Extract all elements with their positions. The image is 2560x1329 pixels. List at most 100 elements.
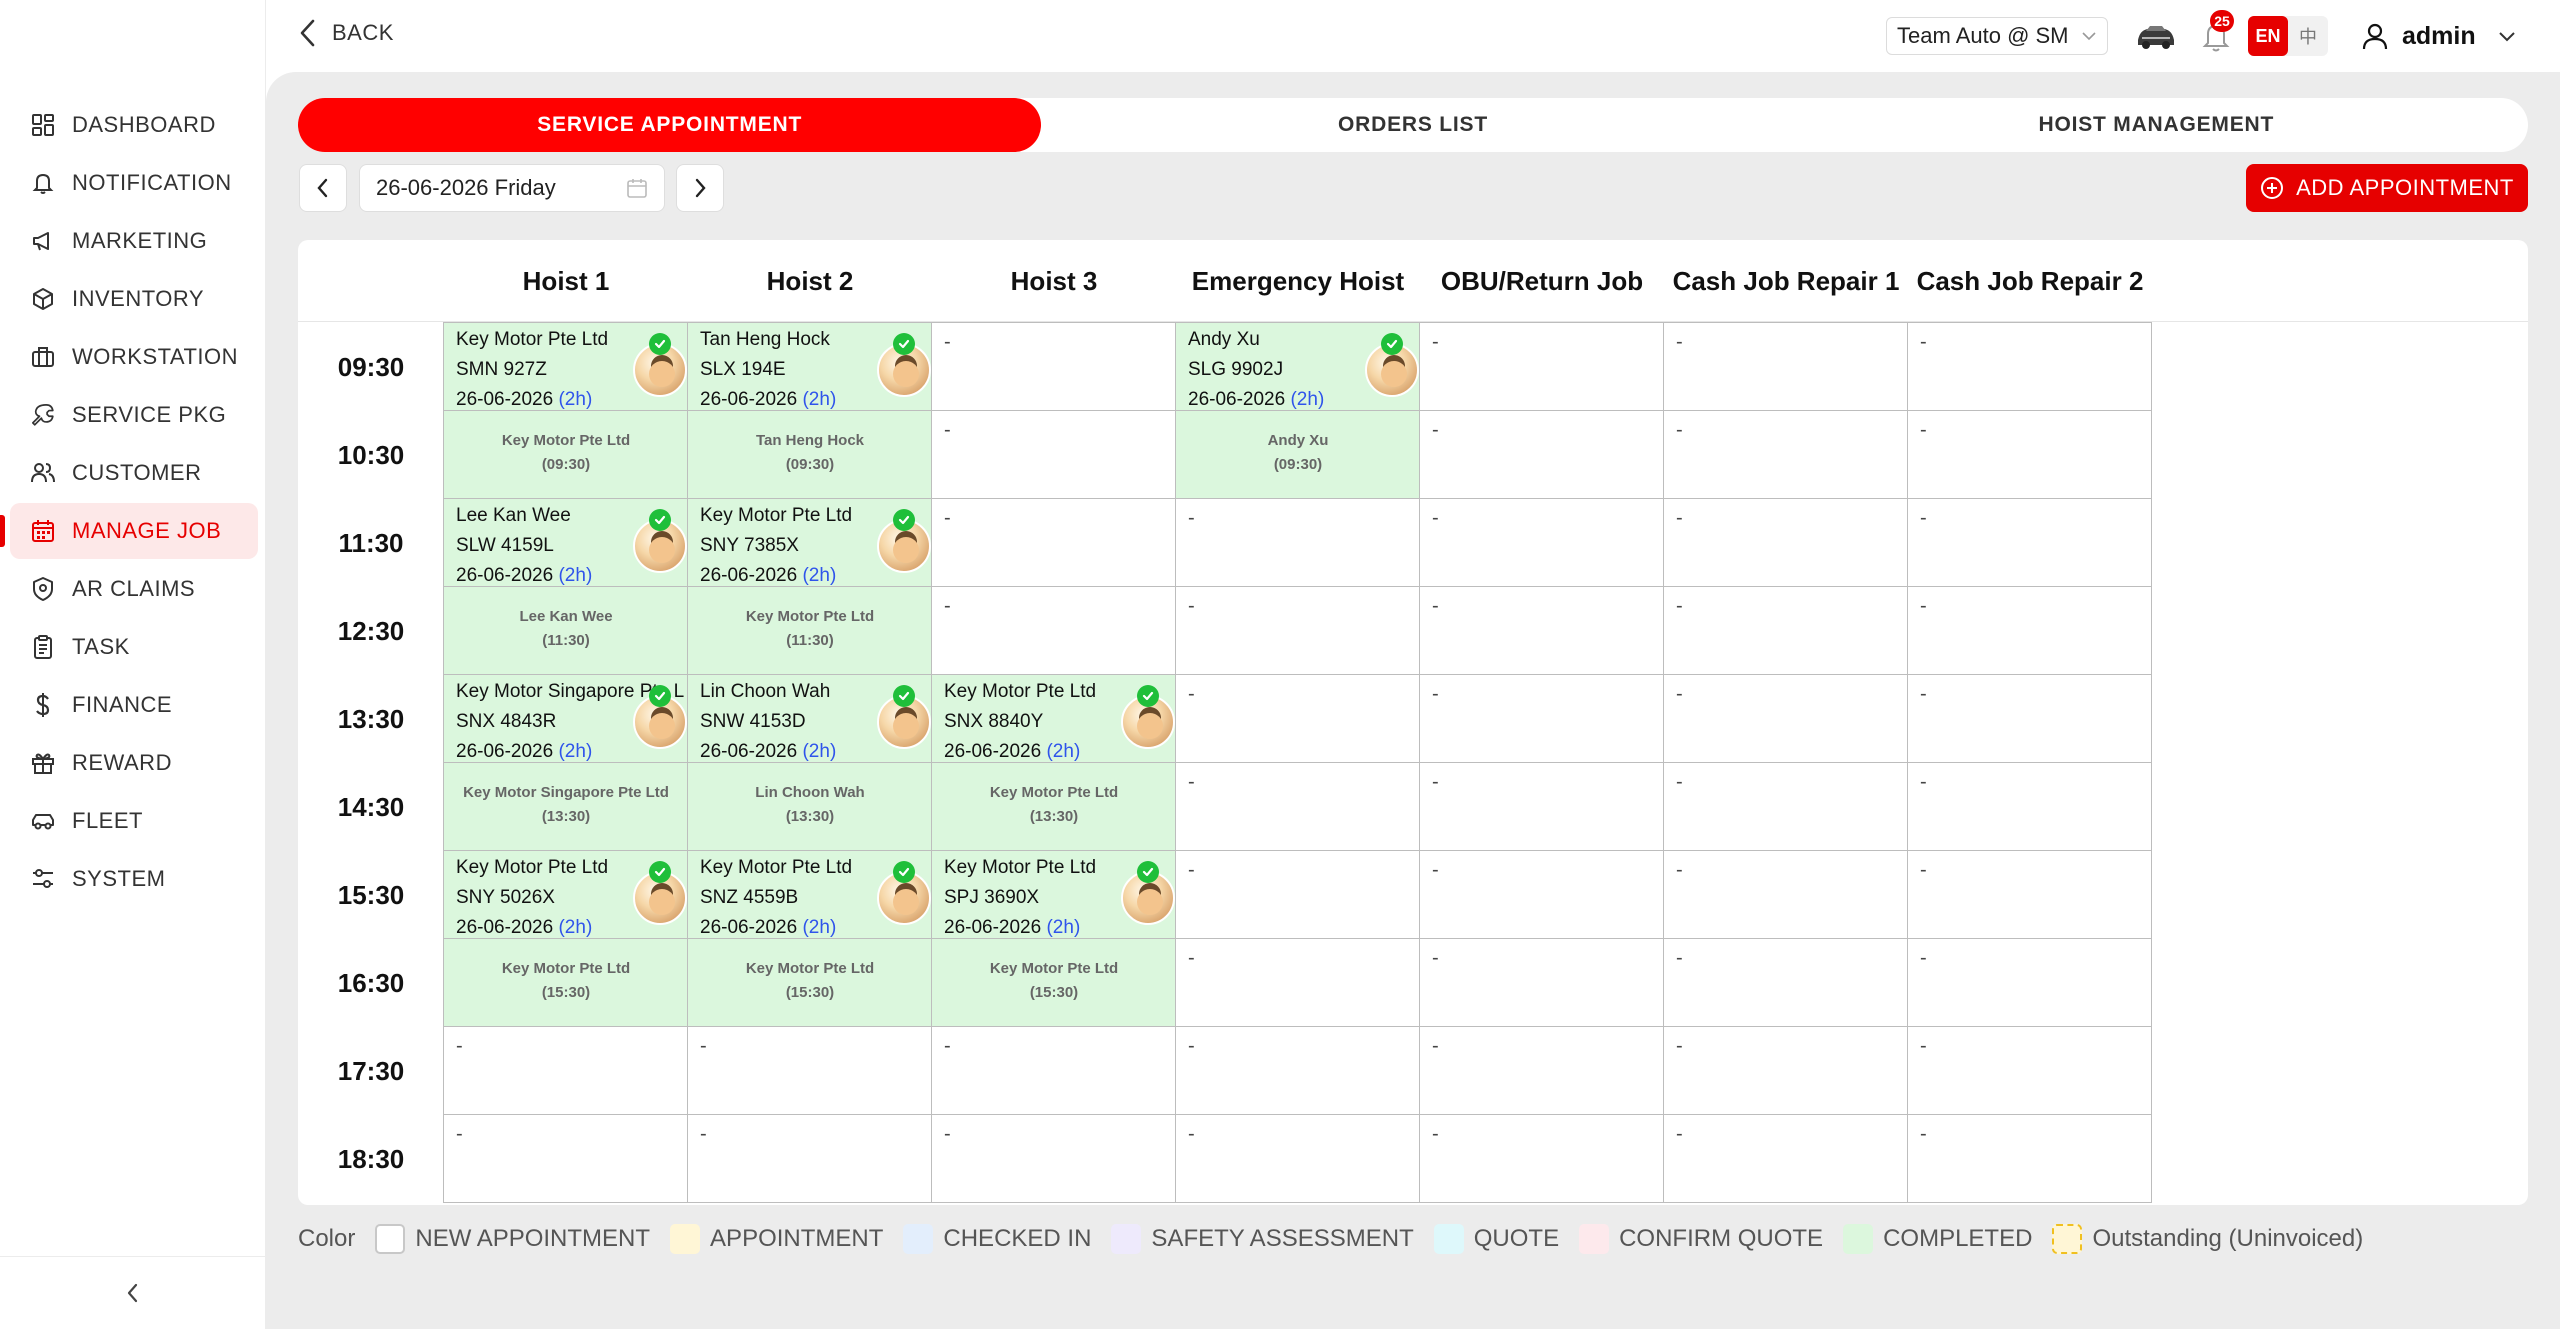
appointment-card[interactable]: Key Motor Pte Ltd SNZ 4559B 26-06-2026 (2h… [687,850,932,939]
appointment-continuation[interactable]: Key Motor Pte Ltd (09:30) [443,410,688,499]
empty-slot[interactable]: - [1907,674,2152,763]
appointment-card[interactable]: Key Motor Pte Ltd SNX 8840Y 26-06-2026 (2h… [931,674,1176,763]
empty-slot[interactable]: - [1419,1114,1664,1203]
empty-slot[interactable]: - [1419,410,1664,499]
sidebar-item-manage-job[interactable]: MANAGE JOB [0,503,258,559]
empty-slot[interactable]: - [1907,410,2152,499]
appointment-continuation[interactable]: Key Motor Pte Ltd (11:30) [687,586,932,675]
lang-zh-button[interactable]: 中 [2299,27,2317,47]
empty-slot[interactable]: - [1663,938,1908,1027]
appointment-card[interactable]: Andy Xu SLG 9902J 26-06-2026 (2h) [1175,322,1420,411]
appointment-continuation[interactable]: Key Motor Pte Ltd (15:30) [687,938,932,1027]
sidebar-item-workstation[interactable]: WORKSTATION [10,329,258,385]
empty-slot[interactable]: - [1663,850,1908,939]
empty-slot[interactable]: - [1419,674,1664,763]
empty-slot[interactable]: - [687,1114,932,1203]
empty-slot[interactable]: - [1907,1026,2152,1115]
date-picker[interactable]: 26-06-2026 Friday [359,164,665,212]
appointment-continuation[interactable]: Lin Choon Wah (13:30) [687,762,932,851]
empty-slot[interactable]: - [931,410,1176,499]
empty-slot[interactable]: - [931,586,1176,675]
empty-slot[interactable]: - [931,1026,1176,1115]
empty-slot[interactable]: - [443,1114,688,1203]
empty-slot[interactable]: - [687,1026,932,1115]
empty-slot[interactable]: - [1419,938,1664,1027]
appointment-continuation[interactable]: Key Motor Singapore Pte Ltd (13:30) [443,762,688,851]
lang-en-button[interactable]: EN [2248,16,2288,56]
sidebar-item-customer[interactable]: CUSTOMER [10,445,258,501]
sidebar-item-inventory[interactable]: INVENTORY [10,271,258,327]
appointment-card[interactable]: Key Motor Pte Ltd SNY 5026X 26-06-2026 (2h… [443,850,688,939]
tab-service-appointment[interactable]: SERVICE APPOINTMENT [298,98,1042,152]
empty-slot[interactable]: - [1663,674,1908,763]
appointment-date-line: 26-06-2026 (2h) [700,917,836,939]
add-appointment-button[interactable]: ADD APPOINTMENT [2246,164,2528,212]
empty-slot[interactable]: - [1907,850,2152,939]
branch-select[interactable]: Team Auto @ SM [1886,17,2108,55]
empty-slot[interactable]: - [1907,1114,2152,1203]
empty-slot[interactable]: - [1175,1026,1420,1115]
empty-slot[interactable]: - [1663,410,1908,499]
empty-slot[interactable]: - [1907,938,2152,1027]
empty-slot[interactable]: - [1663,762,1908,851]
empty-slot[interactable]: - [1175,938,1420,1027]
empty-slot[interactable]: - [1419,762,1664,851]
empty-slot[interactable]: - [1907,322,2152,411]
empty-slot[interactable]: - [931,1114,1176,1203]
empty-slot[interactable]: - [1907,586,2152,675]
empty-slot[interactable]: - [1175,1114,1420,1203]
back-button[interactable]: BACK [296,18,394,48]
empty-slot[interactable]: - [1419,586,1664,675]
appointment-continuation[interactable]: Key Motor Pte Ltd (15:30) [443,938,688,1027]
empty-slot[interactable]: - [1175,850,1420,939]
empty-slot[interactable]: - [1907,498,2152,587]
appointment-card[interactable]: Key Motor Singapore Pte Ltd SNX 4843R 26-0… [443,674,688,763]
appointment-continuation[interactable]: Key Motor Pte Ltd (15:30) [931,938,1176,1027]
appointment-card[interactable]: Tan Heng Hock SLX 194E 26-06-2026 (2h) [687,322,932,411]
appointment-customer: Key Motor Singapore Pte Ltd [456,681,684,702]
appointment-card[interactable]: Key Motor Pte Ltd SNY 7385X 26-06-2026 (2h… [687,498,932,587]
user-menu[interactable]: admin [2362,16,2516,56]
empty-slot[interactable]: - [1419,1026,1664,1115]
empty-slot[interactable]: - [1419,498,1664,587]
appointment-card[interactable]: Lee Kan Wee SLW 4159L 26-06-2026 (2h) [443,498,688,587]
empty-slot[interactable]: - [443,1026,688,1115]
empty-slot[interactable]: - [1663,1026,1908,1115]
appointment-continuation[interactable]: Tan Heng Hock (09:30) [687,410,932,499]
tab-orders-list[interactable]: ORDERS LIST [1338,113,1488,136]
appointment-continuation[interactable]: Lee Kan Wee (11:30) [443,586,688,675]
empty-slot[interactable]: - [1175,586,1420,675]
sidebar-item-fleet[interactable]: FLEET [10,793,258,849]
sidebar-item-task[interactable]: TASK [10,619,258,675]
sidebar-collapse-button[interactable] [0,1256,266,1329]
appointment-card[interactable]: Lin Choon Wah SNW 4153D 26-06-2026 (2h) [687,674,932,763]
empty-slot[interactable]: - [1663,498,1908,587]
tab-hoist-management[interactable]: HOIST MANAGEMENT [2038,113,2275,136]
empty-slot[interactable]: - [1175,498,1420,587]
appointment-card[interactable]: Key Motor Pte Ltd SMN 927Z 26-06-2026 (2h) [443,322,688,411]
sidebar-item-marketing[interactable]: MARKETING [10,213,258,269]
sidebar-item-dashboard[interactable]: DASHBOARD [10,97,258,153]
empty-slot[interactable]: - [931,322,1176,411]
sidebar-item-reward[interactable]: REWARD [10,735,258,791]
appointment-continuation[interactable]: Key Motor Pte Ltd (13:30) [931,762,1176,851]
appointment-card[interactable]: Key Motor Pte Ltd SPJ 3690X 26-06-2026 (2h… [931,850,1176,939]
sidebar-item-notification[interactable]: NOTIFICATION [10,155,258,211]
prev-day-button[interactable] [299,164,347,212]
empty-slot[interactable]: - [1175,762,1420,851]
empty-slot[interactable]: - [1419,322,1664,411]
next-day-button[interactable] [676,164,724,212]
car-icon[interactable] [2134,18,2178,54]
empty-slot[interactable]: - [1663,322,1908,411]
sidebar-item-finance[interactable]: FINANCE [10,677,258,733]
empty-slot[interactable]: - [1419,850,1664,939]
appointment-continuation[interactable]: Andy Xu (09:30) [1175,410,1420,499]
empty-slot[interactable]: - [1907,762,2152,851]
empty-slot[interactable]: - [1663,1114,1908,1203]
sidebar-item-system[interactable]: SYSTEM [10,851,258,907]
sidebar-item-service-pkg[interactable]: SERVICE PKG [10,387,258,443]
empty-slot[interactable]: - [1663,586,1908,675]
empty-slot[interactable]: - [931,498,1176,587]
sidebar-item-ar-claims[interactable]: AR CLAIMS [10,561,258,617]
empty-slot[interactable]: - [1175,674,1420,763]
